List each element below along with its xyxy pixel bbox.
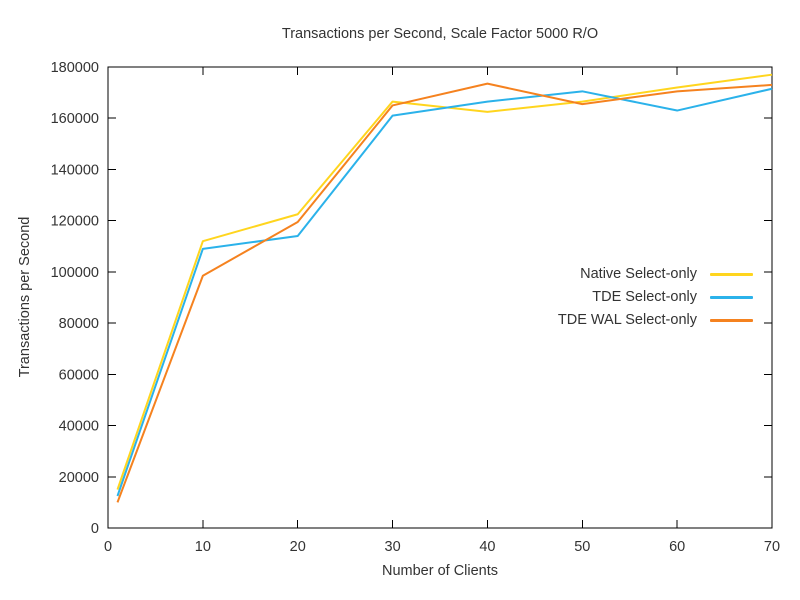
- svg-text:60: 60: [669, 539, 685, 555]
- svg-text:0: 0: [104, 539, 112, 555]
- svg-text:70: 70: [764, 539, 780, 555]
- svg-text:180000: 180000: [51, 60, 99, 76]
- svg-text:50: 50: [574, 539, 590, 555]
- svg-text:20000: 20000: [59, 470, 99, 486]
- svg-text:80000: 80000: [59, 316, 99, 332]
- svg-text:100000: 100000: [51, 265, 99, 281]
- svg-text:20: 20: [290, 539, 306, 555]
- svg-text:40000: 40000: [59, 419, 99, 435]
- legend-label-tde-wal: TDE WAL Select-only: [557, 312, 697, 328]
- legend-label-tde: TDE Select-only: [592, 289, 697, 305]
- legend-label-native: Native Select-only: [580, 266, 697, 282]
- svg-text:40: 40: [479, 539, 495, 555]
- svg-text:140000: 140000: [51, 162, 99, 178]
- svg-text:160000: 160000: [51, 111, 99, 127]
- legend-item-tde: TDE Select-only: [558, 289, 753, 305]
- legend-line-sample-native: [710, 272, 753, 276]
- chart-title: Transactions per Second, Scale Factor 50…: [281, 26, 599, 42]
- legend: Native Select-only TDE Select-only TDE W…: [558, 266, 753, 328]
- legend-item-native: Native Select-only: [558, 266, 753, 282]
- svg-text:10: 10: [195, 539, 211, 555]
- legend-item-tde-wal: TDE WAL Select-only: [558, 312, 753, 328]
- legend-line-sample-tde-wal: [710, 318, 753, 322]
- legend-line-sample-tde: [710, 295, 753, 299]
- svg-text:120000: 120000: [51, 214, 99, 230]
- x-axis-label: Number of Clients: [381, 563, 499, 579]
- svg-text:30: 30: [385, 539, 401, 555]
- svg-text:60000: 60000: [59, 367, 99, 383]
- svg-text:0: 0: [91, 521, 99, 537]
